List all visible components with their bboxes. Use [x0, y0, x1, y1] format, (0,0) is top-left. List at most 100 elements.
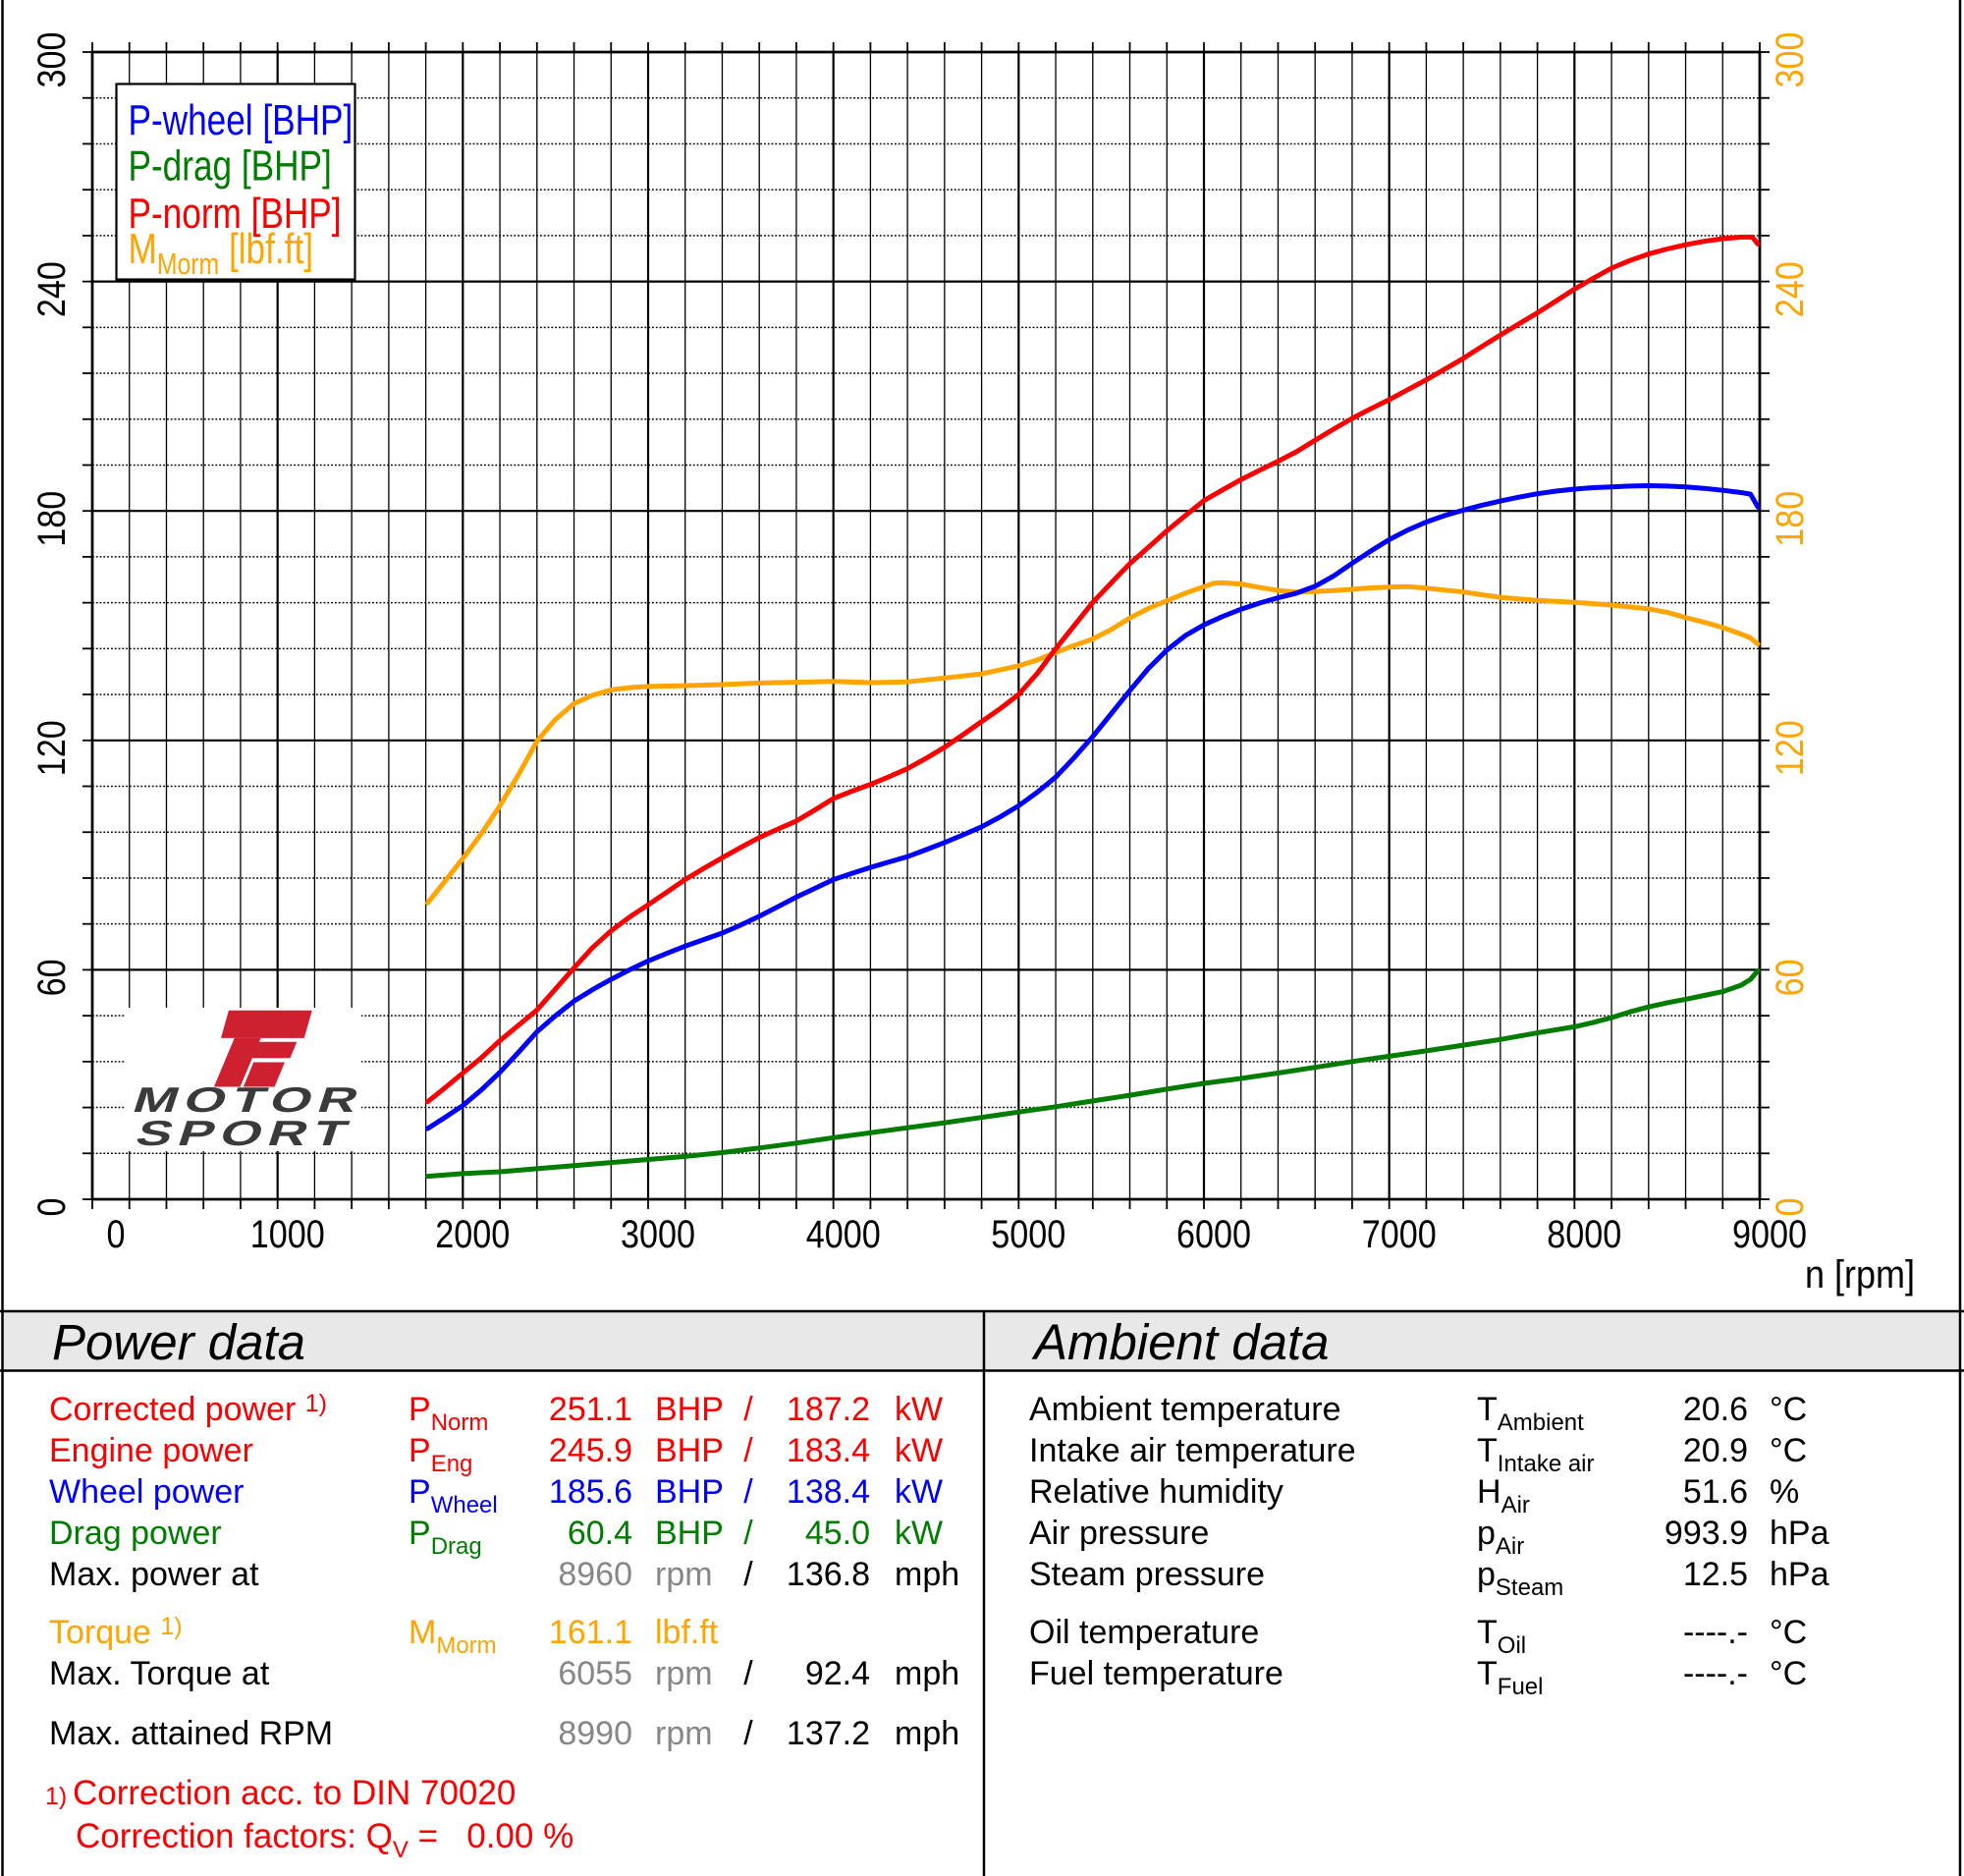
svg-text:mph: mph	[895, 1556, 959, 1593]
svg-text:120: 120	[1769, 720, 1812, 776]
svg-text:P-wheel [BHP]: P-wheel [BHP]	[129, 96, 354, 144]
svg-text:/: /	[743, 1715, 753, 1752]
svg-text:138.4: 138.4	[787, 1473, 870, 1511]
svg-text:Air pressure: Air pressure	[1029, 1515, 1209, 1552]
svg-text:12.5: 12.5	[1683, 1556, 1748, 1593]
svg-text:9000: 9000	[1732, 1213, 1807, 1256]
svg-text:Engine power: Engine power	[49, 1432, 253, 1469]
svg-text:MMorm: MMorm	[409, 1614, 497, 1659]
svg-text:45.0: 45.0	[805, 1515, 870, 1552]
svg-text:kW: kW	[895, 1391, 943, 1428]
svg-text:240: 240	[1769, 261, 1812, 317]
svg-text:60.4: 60.4	[568, 1515, 632, 1552]
svg-text:mph: mph	[895, 1655, 959, 1692]
svg-text:°C: °C	[1770, 1432, 1807, 1469]
svg-text:----.-: ----.-	[1683, 1655, 1748, 1692]
svg-text:137.2: 137.2	[787, 1715, 870, 1752]
svg-text:1): 1)	[45, 1783, 67, 1810]
svg-text:BHP: BHP	[655, 1432, 724, 1469]
svg-text:1000: 1000	[250, 1213, 325, 1256]
svg-text:/: /	[743, 1655, 753, 1692]
svg-text:Max. attained RPM: Max. attained RPM	[49, 1715, 333, 1752]
svg-text:300: 300	[1769, 32, 1812, 88]
svg-text:hPa: hPa	[1770, 1515, 1829, 1552]
svg-text:187.2: 187.2	[787, 1391, 870, 1428]
svg-text:Drag power: Drag power	[49, 1515, 222, 1552]
svg-text:TIntake air: TIntake air	[1477, 1432, 1595, 1477]
svg-text:hPa: hPa	[1770, 1556, 1829, 1593]
svg-text:°C: °C	[1770, 1655, 1807, 1692]
svg-text:8960: 8960	[558, 1556, 632, 1593]
svg-text:°C: °C	[1770, 1391, 1807, 1428]
svg-text:TOil: TOil	[1477, 1614, 1526, 1659]
svg-text:SPORT: SPORT	[131, 1114, 359, 1153]
svg-text:Corrected power 1): Corrected power 1)	[49, 1390, 327, 1428]
svg-text:TFuel: TFuel	[1477, 1655, 1543, 1700]
svg-text:120: 120	[30, 720, 74, 776]
svg-text:8990: 8990	[558, 1715, 632, 1752]
svg-text:°C: °C	[1770, 1614, 1807, 1651]
svg-text:180: 180	[30, 491, 74, 547]
svg-text:Ambient data: Ambient data	[1031, 1314, 1330, 1370]
svg-text:Max. Torque at: Max. Torque at	[49, 1655, 270, 1692]
svg-text:/: /	[743, 1391, 753, 1428]
svg-text:993.9: 993.9	[1664, 1515, 1748, 1552]
svg-text:PEng: PEng	[409, 1432, 472, 1477]
svg-text:kW: kW	[895, 1515, 943, 1552]
svg-text:60: 60	[30, 959, 74, 996]
svg-text:mph: mph	[895, 1715, 959, 1752]
svg-text:60: 60	[1769, 959, 1812, 996]
svg-text:PNorm: PNorm	[409, 1391, 488, 1436]
svg-text:20.6: 20.6	[1683, 1391, 1748, 1428]
svg-text:0: 0	[30, 1198, 74, 1217]
svg-text:kW: kW	[895, 1432, 943, 1469]
svg-text:251.1: 251.1	[549, 1391, 632, 1428]
svg-text:6000: 6000	[1176, 1213, 1251, 1256]
svg-text:----.-: ----.-	[1683, 1614, 1748, 1651]
svg-text:Ambient temperature: Ambient temperature	[1029, 1391, 1341, 1428]
svg-text:8000: 8000	[1547, 1213, 1621, 1256]
svg-text:3000: 3000	[621, 1213, 695, 1256]
svg-text:240: 240	[30, 261, 74, 317]
svg-text:/: /	[743, 1473, 753, 1511]
svg-text:P-norm [BHP]: P-norm [BHP]	[129, 190, 342, 238]
svg-text:Max. power at: Max. power at	[49, 1556, 259, 1593]
svg-text:BHP: BHP	[655, 1515, 724, 1552]
svg-text:2000: 2000	[435, 1213, 510, 1256]
svg-text:HAir: HAir	[1477, 1473, 1530, 1518]
svg-text:kW: kW	[895, 1473, 943, 1511]
svg-text:n [rpm]: n [rpm]	[1805, 1253, 1915, 1297]
svg-text:TAmbient: TAmbient	[1477, 1391, 1584, 1436]
svg-text:Torque 1): Torque 1)	[49, 1613, 183, 1651]
svg-text:PDrag: PDrag	[409, 1515, 482, 1560]
svg-text:Power data: Power data	[52, 1314, 305, 1370]
svg-text:51.6: 51.6	[1683, 1473, 1748, 1511]
svg-text:Oil temperature: Oil temperature	[1029, 1614, 1259, 1651]
svg-text:4000: 4000	[806, 1213, 881, 1256]
svg-text:20.9: 20.9	[1683, 1432, 1748, 1469]
svg-text:rpm: rpm	[655, 1556, 713, 1593]
svg-text:183.4: 183.4	[787, 1432, 870, 1469]
svg-text:0: 0	[1769, 1198, 1812, 1217]
svg-text:6055: 6055	[558, 1655, 632, 1692]
svg-text:lbf.ft: lbf.ft	[655, 1614, 719, 1651]
svg-text:300: 300	[30, 32, 74, 88]
svg-text:245.9: 245.9	[549, 1432, 632, 1469]
svg-text:MMorm [lbf.ft]: MMorm [lbf.ft]	[129, 225, 314, 280]
svg-text:BHP: BHP	[655, 1391, 724, 1428]
svg-text:136.8: 136.8	[787, 1556, 870, 1593]
svg-text:rpm: rpm	[655, 1655, 713, 1692]
svg-text:/: /	[743, 1556, 753, 1593]
svg-text:Wheel power: Wheel power	[49, 1473, 244, 1511]
svg-text:7000: 7000	[1362, 1213, 1437, 1256]
svg-text:0: 0	[107, 1213, 126, 1256]
svg-text:161.1: 161.1	[549, 1614, 632, 1651]
svg-text:Intake air temperature: Intake air temperature	[1029, 1432, 1356, 1469]
svg-text:Relative humidity: Relative humidity	[1029, 1473, 1283, 1511]
svg-text:180: 180	[1769, 491, 1812, 547]
svg-text:PWheel: PWheel	[409, 1473, 498, 1518]
svg-text:/: /	[743, 1515, 753, 1552]
svg-text:Correction factors: QV = 0.0: Correction factors: QV = 0.00 %	[76, 1817, 573, 1863]
svg-text:/: /	[743, 1432, 753, 1469]
svg-text:pAir: pAir	[1477, 1515, 1524, 1560]
